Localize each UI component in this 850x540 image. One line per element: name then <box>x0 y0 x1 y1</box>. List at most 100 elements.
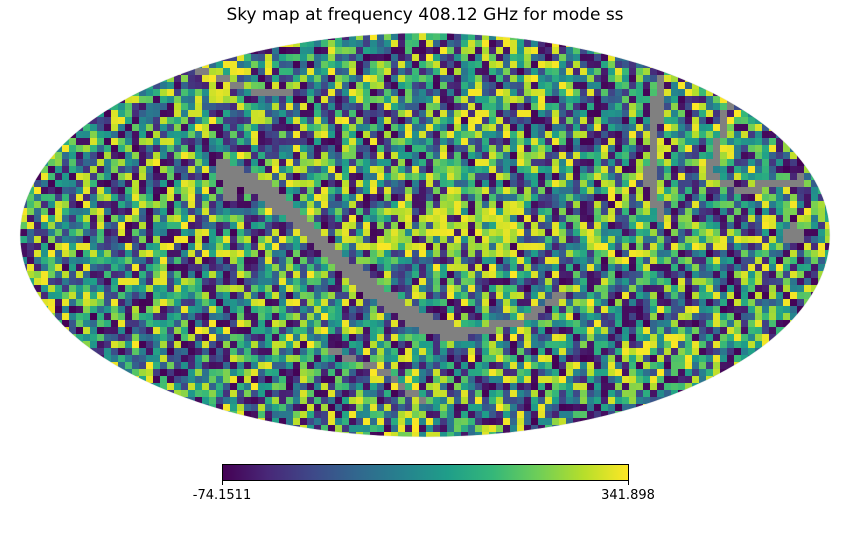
sky-pixel <box>370 201 378 209</box>
sky-pixel <box>496 47 504 55</box>
sky-pixel <box>440 327 448 335</box>
sky-pixel <box>335 327 343 335</box>
sky-pixel <box>139 320 147 328</box>
sky-pixel <box>720 96 728 104</box>
sky-pixel <box>643 362 651 370</box>
sky-pixel <box>195 82 203 90</box>
sky-pixel <box>776 201 784 209</box>
sky-pixel <box>76 299 84 307</box>
sky-pixel <box>160 96 168 104</box>
sky-pixel <box>111 173 119 181</box>
sky-pixel <box>496 257 504 265</box>
sky-pixel <box>538 96 546 104</box>
sky-pixel <box>83 243 91 251</box>
sky-pixel <box>510 138 518 146</box>
sky-pixel <box>720 138 728 146</box>
sky-pixel <box>237 334 245 342</box>
sky-pixel <box>195 369 203 377</box>
sky-pixel <box>545 369 553 377</box>
sky-pixel <box>321 89 329 97</box>
sky-pixel <box>433 54 441 62</box>
sky-pixel <box>475 222 483 230</box>
sky-pixel <box>657 180 665 188</box>
sky-pixel <box>244 180 252 188</box>
sky-pixel <box>622 103 630 111</box>
sky-pixel <box>706 201 714 209</box>
sky-pixel <box>76 306 84 314</box>
sky-pixel <box>447 306 455 314</box>
sky-pixel <box>244 334 252 342</box>
sky-pixel <box>559 285 567 293</box>
sky-pixel <box>783 236 791 244</box>
sky-pixel <box>62 180 70 188</box>
sky-pixel <box>153 264 161 272</box>
sky-pixel <box>167 152 175 160</box>
sky-pixel <box>258 117 266 125</box>
sky-pixel <box>636 152 644 160</box>
sky-pixel <box>608 47 616 55</box>
sky-pixel <box>237 250 245 258</box>
sky-pixel <box>440 341 448 349</box>
sky-pixel <box>727 180 735 188</box>
sky-pixel <box>440 243 448 251</box>
sky-pixel <box>678 236 686 244</box>
sky-pixel <box>762 313 770 321</box>
sky-pixel <box>755 292 763 300</box>
sky-pixel <box>405 299 413 307</box>
sky-pixel <box>20 201 21 209</box>
sky-pixel <box>580 355 588 363</box>
sky-pixel <box>734 124 742 132</box>
sky-pixel <box>356 103 364 111</box>
sky-pixel <box>27 201 35 209</box>
sky-pixel <box>580 292 588 300</box>
sky-pixel <box>76 138 84 146</box>
sky-pixel <box>342 229 350 237</box>
sky-pixel <box>573 117 581 125</box>
sky-pixel <box>706 159 714 167</box>
sky-pixel <box>363 369 371 377</box>
sky-pixel <box>363 110 371 118</box>
sky-pixel <box>412 215 420 223</box>
sky-pixel <box>482 215 490 223</box>
sky-pixel <box>300 180 308 188</box>
sky-pixel <box>447 40 455 48</box>
sky-pixel <box>216 194 224 202</box>
sky-pixel <box>538 229 546 237</box>
sky-pixel <box>489 292 497 300</box>
sky-pixel <box>377 229 385 237</box>
sky-pixel <box>755 110 763 118</box>
sky-pixel <box>153 243 161 251</box>
sky-pixel <box>349 334 357 342</box>
sky-pixel <box>335 152 343 160</box>
sky-pixel <box>146 334 154 342</box>
sky-pixel <box>524 285 532 293</box>
sky-pixel <box>300 82 308 90</box>
sky-pixel <box>90 320 98 328</box>
sky-pixel <box>153 103 161 111</box>
sky-pixel <box>482 40 490 48</box>
sky-pixel <box>349 89 357 97</box>
sky-pixel <box>510 96 518 104</box>
sky-pixel <box>384 194 392 202</box>
sky-pixel <box>475 89 483 97</box>
sky-pixel <box>482 131 490 139</box>
sky-pixel <box>804 306 812 314</box>
sky-pixel <box>230 110 238 118</box>
sky-pixel <box>272 152 280 160</box>
sky-pixel <box>181 222 189 230</box>
sky-pixel <box>104 278 112 286</box>
sky-pixel <box>195 173 203 181</box>
sky-pixel <box>440 145 448 153</box>
sky-pixel <box>244 89 252 97</box>
sky-pixel <box>461 292 469 300</box>
sky-pixel <box>825 215 830 223</box>
sky-pixel <box>524 348 532 356</box>
sky-pixel <box>727 285 735 293</box>
sky-pixel <box>363 292 371 300</box>
sky-pixel <box>727 117 735 125</box>
sky-pixel <box>335 61 343 69</box>
sky-pixel <box>797 229 805 237</box>
sky-pixel <box>664 341 672 349</box>
sky-pixel <box>601 369 609 377</box>
sky-pixel <box>300 194 308 202</box>
